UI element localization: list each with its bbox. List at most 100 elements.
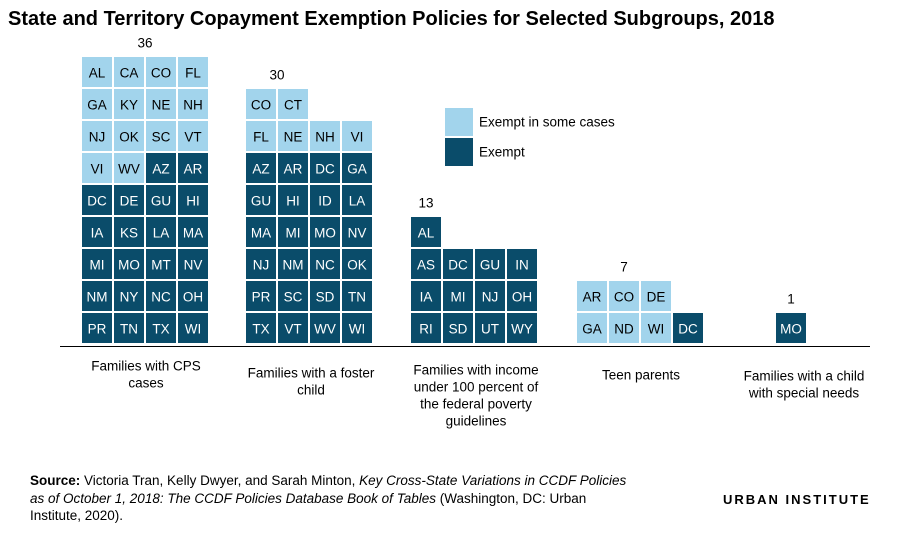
tile-label-tx: TX xyxy=(252,322,269,337)
tile-ar xyxy=(278,153,308,183)
tile-label-sc: SC xyxy=(152,130,171,145)
source-note: Source: Victoria Tran, Kelly Dwyer, and … xyxy=(30,472,630,525)
tile-nh xyxy=(178,89,208,119)
tile-label-nh: NH xyxy=(183,98,203,113)
tile-ok xyxy=(342,249,372,279)
tile-dc xyxy=(82,185,112,215)
tile-hi xyxy=(278,185,308,215)
tile-label-wy: WY xyxy=(511,322,533,337)
tile-label-dc: DC xyxy=(448,258,468,273)
tile-label-tn: TN xyxy=(348,290,366,305)
tile-label-az: AZ xyxy=(152,162,169,177)
tile-label-vi: VI xyxy=(351,130,364,145)
tile-label-sd: SD xyxy=(449,322,468,337)
tile-mt xyxy=(146,249,176,279)
tile-az xyxy=(246,153,276,183)
tile-wv xyxy=(114,153,144,183)
tile-label-ne: NE xyxy=(284,130,303,145)
tile-label-ri: RI xyxy=(419,322,433,337)
tile-co xyxy=(246,89,276,119)
tile-vt xyxy=(278,313,308,343)
tile-label-al: AL xyxy=(418,226,435,241)
tile-label-ny: NY xyxy=(120,290,139,305)
tile-ca xyxy=(114,57,144,87)
tile-co xyxy=(146,57,176,87)
tile-wi xyxy=(342,313,372,343)
tile-gu xyxy=(475,249,505,279)
tile-label-tx: TX xyxy=(152,322,169,337)
source-text-after: (Washington, DC: Urban Institute, 2020). xyxy=(30,490,587,524)
tile-tn xyxy=(342,281,372,311)
tile-al xyxy=(82,57,112,87)
tile-label-mo: MO xyxy=(314,226,336,241)
total-label: 1 xyxy=(787,292,795,307)
tile-fl xyxy=(246,121,276,151)
tile-sd xyxy=(310,281,340,311)
tile-label-de: DE xyxy=(120,194,139,209)
tile-oh xyxy=(178,281,208,311)
tile-label-co: CO xyxy=(151,66,171,81)
tile-ky xyxy=(114,89,144,119)
tile-label-mt: MT xyxy=(151,258,171,273)
waffle-chart: AL CA CO FL GA KY NE NH NJ OK SC VT VI WV AZ AR DC DE GU HI… xyxy=(60,36,870,429)
tile-label-as: AS xyxy=(417,258,435,273)
tile-la xyxy=(342,185,372,215)
category-label-line: the federal poverty xyxy=(420,397,532,412)
category-label-line: Families with a child xyxy=(744,369,865,384)
tile-ri xyxy=(411,313,441,343)
tile-ne xyxy=(146,89,176,119)
tile-label-vt: VT xyxy=(184,130,201,145)
tile-label-ct: CT xyxy=(284,98,302,113)
tile-label-gu: GU xyxy=(480,258,500,273)
tile-label-vi: VI xyxy=(91,162,104,177)
tile-nv xyxy=(342,217,372,247)
tile-label-al: AL xyxy=(89,66,106,81)
tile-label-ia: IA xyxy=(420,290,433,305)
tile-label-wv: WV xyxy=(118,162,140,177)
tile-gu xyxy=(146,185,176,215)
tile-label-mi: MI xyxy=(286,226,301,241)
tile-ny xyxy=(114,281,144,311)
tile-wi xyxy=(641,313,671,343)
tile-tn xyxy=(114,313,144,343)
tile-label-pr: PR xyxy=(252,290,271,305)
tile-nc xyxy=(146,281,176,311)
tile-mi xyxy=(82,249,112,279)
tile-label-id: ID xyxy=(318,194,332,209)
tile-label-nh: NH xyxy=(315,130,335,145)
tile-dc xyxy=(673,313,703,343)
tile-label-hi: HI xyxy=(186,194,200,209)
tile-sc xyxy=(146,121,176,151)
tile-label-fl: FL xyxy=(185,66,201,81)
tile-vi xyxy=(82,153,112,183)
category-label-line: Families with a foster xyxy=(248,366,375,381)
tile-label-ca: CA xyxy=(120,66,139,81)
tile-ma xyxy=(246,217,276,247)
category-label-line: guidelines xyxy=(446,414,507,429)
tile-nd xyxy=(609,313,639,343)
tile-gu xyxy=(246,185,276,215)
tile-pr xyxy=(82,313,112,343)
category-label-line: Families with CPS xyxy=(91,359,201,374)
tile-nv xyxy=(178,249,208,279)
urban-institute-logo: URBAN INSTITUTE xyxy=(723,492,871,507)
tile-label-wi: WI xyxy=(349,322,366,337)
tile-label-in: IN xyxy=(515,258,529,273)
tile-label-ky: KY xyxy=(120,98,138,113)
tile-dc xyxy=(443,249,473,279)
tile-nj xyxy=(82,121,112,151)
tile-al xyxy=(411,217,441,247)
tile-label-de: DE xyxy=(647,290,666,305)
tile-label-mo: MO xyxy=(118,258,140,273)
tile-wi xyxy=(178,313,208,343)
category-label-line: Teen parents xyxy=(602,368,680,383)
tile-label-ga: GA xyxy=(87,98,107,113)
legend-label-some: Exempt in some cases xyxy=(479,115,615,130)
tile-ar xyxy=(577,281,607,311)
tile-de xyxy=(114,185,144,215)
tile-label-co: CO xyxy=(251,98,271,113)
tile-pr xyxy=(246,281,276,311)
tile-label-nm: NM xyxy=(87,290,108,305)
tile-label-nj: NJ xyxy=(482,290,499,305)
tile-dc xyxy=(310,153,340,183)
